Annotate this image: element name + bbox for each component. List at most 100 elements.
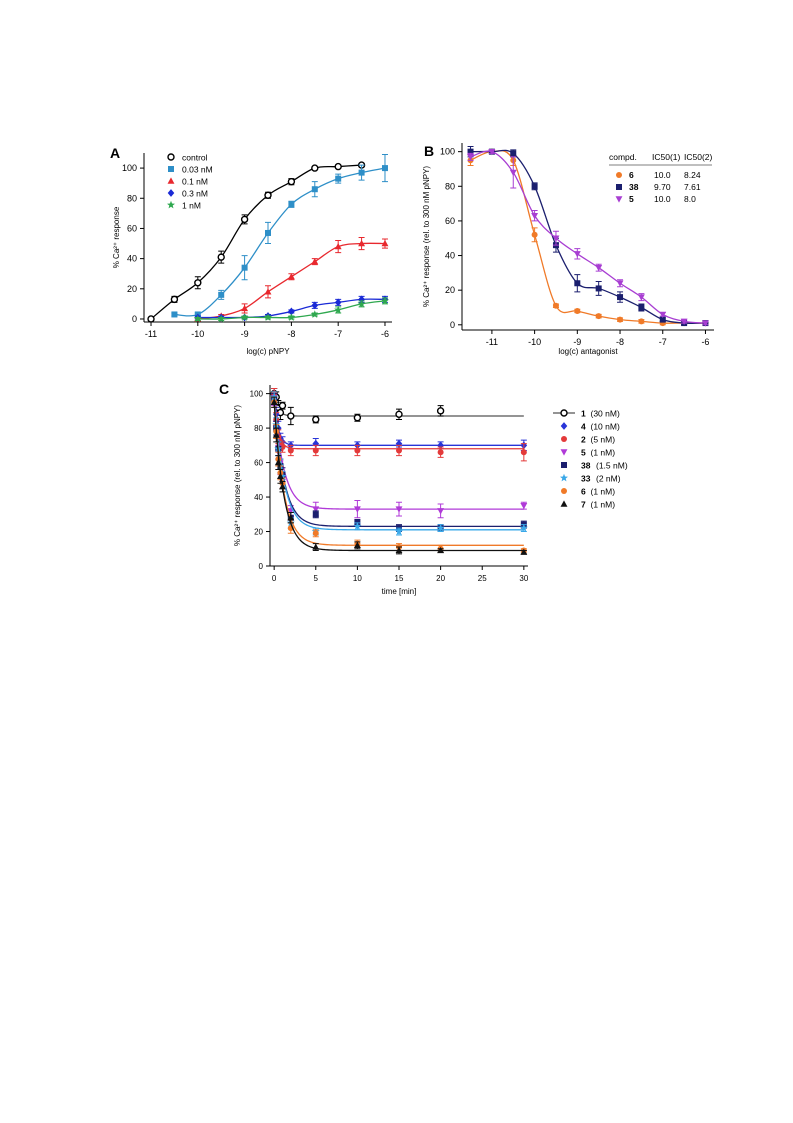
y-tick-label: 100 <box>122 163 137 173</box>
data-point <box>396 447 402 454</box>
legend-marker <box>560 449 568 456</box>
data-point <box>312 543 320 550</box>
data-point <box>287 273 295 280</box>
legend-compound: 2 <box>581 435 586 445</box>
y-tick-label: 80 <box>127 193 137 203</box>
data-point <box>437 449 444 456</box>
data-point <box>288 201 295 208</box>
data-point <box>287 313 296 321</box>
x-tick-label: 0 <box>272 574 277 583</box>
data-point <box>287 514 295 521</box>
x-tick-label: 15 <box>395 574 404 583</box>
panel-letter: C <box>219 381 229 397</box>
chart-panel-b: B -11 -10 -9 -8 -7 -6 0 20 40 60 80 100 log(c) antago… <box>422 143 714 356</box>
series-6 <box>467 148 709 327</box>
series-1-nm <box>193 296 389 323</box>
x-tick-label: -6 <box>381 329 389 339</box>
data-point <box>510 150 517 157</box>
data-point <box>312 511 319 518</box>
data-point <box>334 298 342 307</box>
y-axis-label: % Ca²⁺ response (rel. to 300 nM pNPY) <box>422 166 431 308</box>
x-tick-label: -11 <box>486 337 498 347</box>
data-point <box>287 447 294 454</box>
chart-panel-c: C 0 5 10 15 20 25 30 0 20 40 60 80 100 time [min] % Ca²… <box>219 381 529 596</box>
legend-panel-c: 1 (30 nM)4 (10 nM)2 (5 nM)5 (1 nM)38 (1.5 nM)… <box>553 409 628 510</box>
data-point <box>520 548 528 555</box>
data-point <box>357 299 366 308</box>
y-tick-label: 0 <box>132 314 137 324</box>
data-point <box>395 410 403 419</box>
data-point <box>680 318 688 325</box>
series-38 <box>467 145 709 327</box>
x-tick-label: 5 <box>314 574 319 583</box>
legend-label: 0.1 nM <box>182 177 208 187</box>
data-point <box>217 253 225 261</box>
data-point <box>573 251 581 258</box>
legend-label: 0.03 nM <box>182 165 213 175</box>
legend-label: 1 nM <box>182 201 201 211</box>
ic50-table: compd. IC50(1) IC50(2) 6 10.0 8.24 38 9.70 7.61 5… <box>609 152 713 204</box>
legend-concentration: (2 nM) <box>596 474 621 484</box>
data-point <box>311 258 319 265</box>
data-point <box>194 279 202 287</box>
legend-marker <box>560 409 568 417</box>
y-tick-label: 100 <box>250 390 264 399</box>
y-tick-label: 60 <box>445 216 455 226</box>
series-5 <box>467 148 709 327</box>
data-point <box>312 506 320 513</box>
legend-marker <box>616 172 622 178</box>
series-2 <box>271 387 527 462</box>
fit-curve <box>174 167 386 317</box>
x-tick-label: 10 <box>353 574 362 583</box>
data-point <box>217 314 226 323</box>
data-point <box>437 508 445 515</box>
legend-concentration: (5 nM) <box>591 435 616 445</box>
data-point <box>276 472 284 480</box>
data-point <box>381 239 389 247</box>
legend-panel-a: control 0.03 nM 0.1 nM 0.3 nM 1 nM <box>167 153 213 211</box>
y-tick-label: 20 <box>254 528 263 537</box>
x-axis-label: log(c) antagonist <box>558 347 618 356</box>
table-ic50-1: 10.0 <box>654 194 671 204</box>
data-point <box>531 183 538 190</box>
legend-concentration: (1 nM) <box>591 487 616 497</box>
chart-panel-a: A -11 -10 -9 -8 -7 -6 0 20 40 60 80 100 log(c) pNPY % … <box>110 145 392 356</box>
data-point <box>617 294 624 301</box>
data-point <box>531 213 539 220</box>
legend-marker <box>167 153 175 161</box>
data-point <box>637 294 645 301</box>
data-point <box>595 313 602 320</box>
data-point <box>520 449 527 456</box>
data-point <box>531 231 538 238</box>
data-point <box>264 191 272 199</box>
y-axis-label: % Ca²⁺ response <box>112 206 121 268</box>
data-point <box>312 447 319 454</box>
data-point <box>334 242 342 250</box>
legend-compound: 33 <box>581 474 591 484</box>
data-point <box>702 320 709 327</box>
data-point <box>218 291 225 298</box>
data-point <box>520 502 528 510</box>
data-point <box>312 530 319 537</box>
legend-marker <box>615 196 623 203</box>
y-tick-label: 80 <box>445 181 455 191</box>
data-point <box>310 310 319 318</box>
legend-concentration: (1 nM) <box>591 448 616 458</box>
legend-marker <box>561 462 567 468</box>
data-point <box>288 307 295 316</box>
x-tick-label: -10 <box>528 337 541 347</box>
data-point <box>278 472 287 480</box>
legend-concentration: (1 nM) <box>591 500 616 510</box>
y-tick-label: 0 <box>259 562 264 571</box>
legend-compound: 4 <box>581 422 586 432</box>
legend-compound: 7 <box>581 500 586 510</box>
data-point <box>240 215 249 224</box>
data-point <box>334 162 342 171</box>
x-tick-label: 25 <box>478 574 487 583</box>
y-tick-label: 40 <box>254 493 263 502</box>
data-point <box>335 175 342 182</box>
data-point <box>519 523 528 532</box>
data-point <box>574 307 581 314</box>
x-tick-label: -9 <box>241 329 249 339</box>
